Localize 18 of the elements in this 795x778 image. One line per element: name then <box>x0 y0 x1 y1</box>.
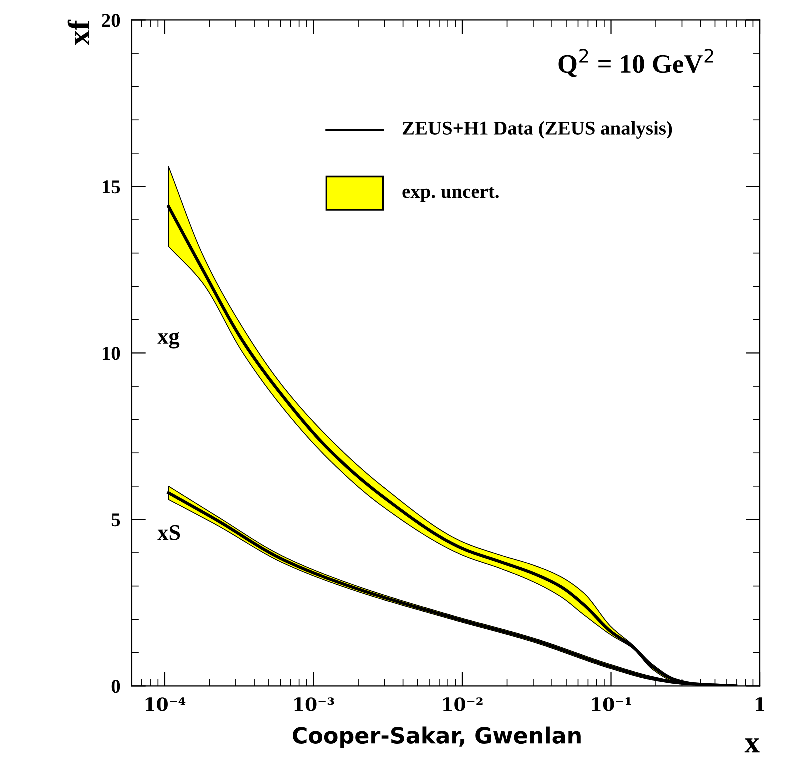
x-tick-label: 10⁻² <box>443 698 483 712</box>
text: xg <box>158 332 180 349</box>
y-tick-label: 10 <box>102 347 120 360</box>
x-tick-label: 10⁻³ <box>294 698 334 712</box>
annotation: Q$^{2}$ = 10 GeV$^{2}$ <box>558 49 714 78</box>
x-tick-label: 1 <box>756 698 765 712</box>
y-tick-label: 15 <box>102 180 120 194</box>
y-tick-label: 5 <box>112 514 120 527</box>
y-axis-title: xf <box>68 20 90 46</box>
annotation: ZEUS+H1 Data (ZEUS analysis) <box>402 121 672 139</box>
x-tick-label: 10⁻¹ <box>592 698 632 712</box>
x-tick-label: 10⁻⁴ <box>146 698 186 712</box>
x-axis-title: x <box>744 738 760 753</box>
annotation: exp. uncert. <box>402 187 499 202</box>
y-tick-label: 20 <box>102 14 120 28</box>
text: Cooper-Sakar, Gwenlan <box>292 726 581 748</box>
y-tick-label: 0 <box>112 680 120 694</box>
series-label: xS <box>158 525 180 540</box>
